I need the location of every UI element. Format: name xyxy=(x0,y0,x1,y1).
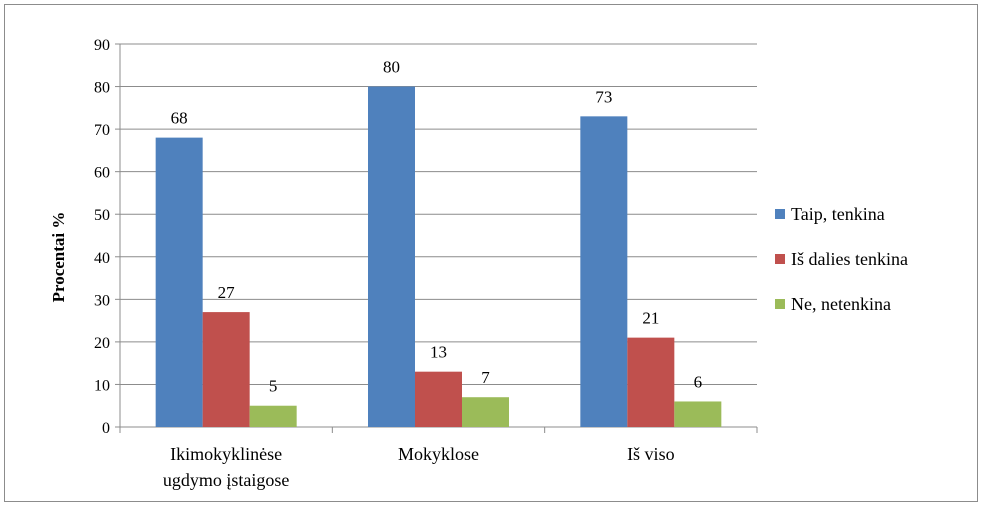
bar xyxy=(462,397,509,427)
bar xyxy=(674,401,722,427)
data-label: 73 xyxy=(595,87,612,106)
data-label: 27 xyxy=(218,283,236,302)
bar xyxy=(368,86,415,428)
data-label: 68 xyxy=(171,109,188,128)
data-label: 7 xyxy=(481,368,490,387)
legend-swatch xyxy=(775,209,785,219)
data-label: 21 xyxy=(642,309,659,328)
axes: 0 10 20 30 40 50 60 70 80 90 Ikimokyklinėse ugdymo … xyxy=(94,37,758,490)
y-tick-label: 10 xyxy=(94,377,110,394)
data-label: 5 xyxy=(269,377,278,396)
y-tick-label: 20 xyxy=(94,335,110,352)
data-label: 13 xyxy=(430,343,447,362)
legend-label: Ne, netenkina xyxy=(791,294,891,314)
bar xyxy=(415,371,462,427)
legend-swatch xyxy=(775,254,785,264)
data-label: 6 xyxy=(694,372,703,391)
x-category-label: ugdymo įstaigose xyxy=(163,470,290,490)
y-tick-label: 90 xyxy=(94,37,110,54)
bar xyxy=(155,137,203,427)
bar xyxy=(202,312,250,427)
x-category-label: Ikimokyklinėse xyxy=(170,444,282,464)
y-tick-label: 40 xyxy=(94,250,110,267)
legend: Taip, tenkina Iš dalies tenkina Ne, netenk… xyxy=(775,204,908,314)
y-tick-label: 50 xyxy=(94,207,110,224)
x-category-label: Mokyklose xyxy=(398,444,479,464)
y-axis-title: Procentai % xyxy=(49,212,68,303)
legend-label: Iš dalies tenkina xyxy=(791,249,908,269)
y-tick-label: 80 xyxy=(94,80,110,97)
y-tick-label: 30 xyxy=(94,292,110,309)
bars xyxy=(155,86,722,428)
data-labels: 68 27 5 80 13 7 73 21 6 xyxy=(171,58,702,396)
bar xyxy=(627,337,675,427)
bar xyxy=(249,405,297,427)
y-tick-label: 0 xyxy=(102,420,110,437)
y-tick-label: 60 xyxy=(94,165,110,182)
data-label: 80 xyxy=(383,58,400,77)
x-category-label: Iš viso xyxy=(627,444,675,464)
bar xyxy=(580,116,628,427)
legend-swatch xyxy=(775,299,785,309)
legend-label: Taip, tenkina xyxy=(791,204,885,224)
y-tick-label: 70 xyxy=(94,122,110,139)
